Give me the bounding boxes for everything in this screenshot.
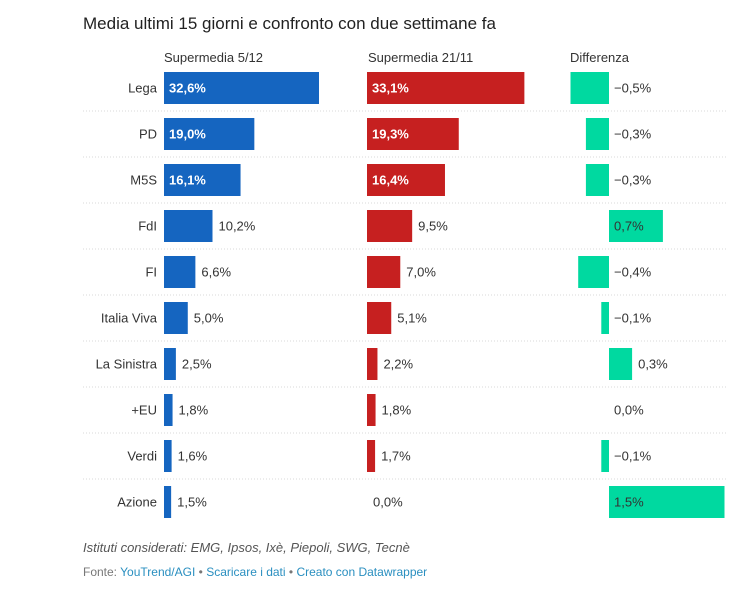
data-label: 10,2% [218, 219, 255, 234]
bar [164, 72, 319, 104]
diff-bar [601, 302, 609, 334]
diff-bar [570, 72, 609, 104]
data-label: 5,1% [397, 311, 427, 326]
diff-bar [601, 440, 609, 472]
row-label: Italia Viva [101, 311, 158, 326]
diff-bar [585, 118, 609, 150]
data-label: 6,6% [201, 265, 231, 280]
chart-notes: Istituti considerati: EMG, Ipsos, Ixè, P… [83, 540, 410, 555]
row-label: M5S [130, 173, 157, 188]
bar [367, 394, 376, 426]
split-bar-chart: Lega 32,6% 33,1% −0,5% PD 19,0% 19,3% −0,3% M5S 1… [83, 72, 728, 518]
data-label: 2,5% [182, 357, 212, 372]
bar [367, 440, 376, 472]
bar [367, 72, 525, 104]
diff-label: 0,0% [614, 403, 644, 418]
bar [164, 210, 213, 242]
data-label: 5,0% [194, 311, 224, 326]
data-label: 32,6% [169, 81, 206, 96]
bar [367, 348, 378, 380]
bar [164, 302, 188, 334]
separator-2: • [285, 565, 297, 579]
data-label: 19,3% [372, 127, 409, 142]
bar [367, 118, 459, 150]
data-label: 1,8% [179, 403, 209, 418]
bar [367, 210, 413, 242]
bar [164, 486, 172, 518]
column-header-supermedia-21-11: Supermedia 21/11 [368, 50, 474, 65]
row-label: +EU [131, 403, 157, 418]
data-label: 1,6% [178, 449, 208, 464]
diff-bar [585, 164, 609, 196]
row-label: Lega [128, 81, 158, 96]
diff-label: −0,3% [614, 173, 652, 188]
separator-1: • [195, 565, 207, 579]
column-header-supermedia-5-12: Supermedia 5/12 [164, 50, 264, 65]
datawrapper-link[interactable]: Creato con Datawrapper [296, 565, 428, 579]
bar [164, 440, 172, 472]
row-label: PD [139, 127, 157, 142]
diff-label: 0,3% [638, 357, 668, 372]
chart-source: Fonte: YouTrend/AGI • Scaricare i dati •… [83, 565, 427, 579]
data-label: 1,8% [382, 403, 412, 418]
diff-bar [609, 210, 663, 242]
bar [164, 118, 255, 150]
data-label: 0,0% [373, 495, 403, 510]
bar [164, 164, 241, 196]
source-prefix: Fonte: [83, 565, 121, 579]
bar [367, 164, 445, 196]
diff-bar [578, 256, 609, 288]
bar [367, 256, 401, 288]
row-label: Verdi [127, 449, 157, 464]
data-label: 2,2% [383, 357, 413, 372]
row-label: Azione [117, 495, 157, 510]
data-label: 19,0% [169, 127, 206, 142]
diff-label: −0,5% [614, 81, 652, 96]
column-header-differenza: Differenza [570, 50, 630, 65]
diff-label: 1,5% [614, 495, 644, 510]
bar [367, 302, 392, 334]
row-label: FdI [138, 219, 157, 234]
source-link[interactable]: YouTrend/AGI [120, 565, 196, 579]
data-label: 33,1% [372, 81, 409, 96]
diff-label: −0,1% [614, 311, 652, 326]
row-label: FI [145, 265, 157, 280]
row-label: La Sinistra [96, 357, 158, 372]
diff-bar [609, 486, 725, 518]
diff-label: −0,3% [614, 127, 652, 142]
data-label: 1,5% [177, 495, 207, 510]
bar [164, 256, 196, 288]
data-label: 16,1% [169, 173, 206, 188]
data-label: 7,0% [406, 265, 436, 280]
bar [164, 394, 173, 426]
download-data-link[interactable]: Scaricare i dati [206, 565, 286, 579]
diff-label: −0,4% [614, 265, 652, 280]
diff-label: 0,7% [614, 219, 644, 234]
bar [164, 348, 176, 380]
diff-label: −0,1% [614, 449, 652, 464]
data-label: 16,4% [372, 173, 409, 188]
data-label: 9,5% [418, 219, 448, 234]
data-label: 1,7% [381, 449, 411, 464]
chart-title: Media ultimi 15 giorni e confronto con d… [83, 14, 496, 33]
diff-bar [609, 348, 633, 380]
